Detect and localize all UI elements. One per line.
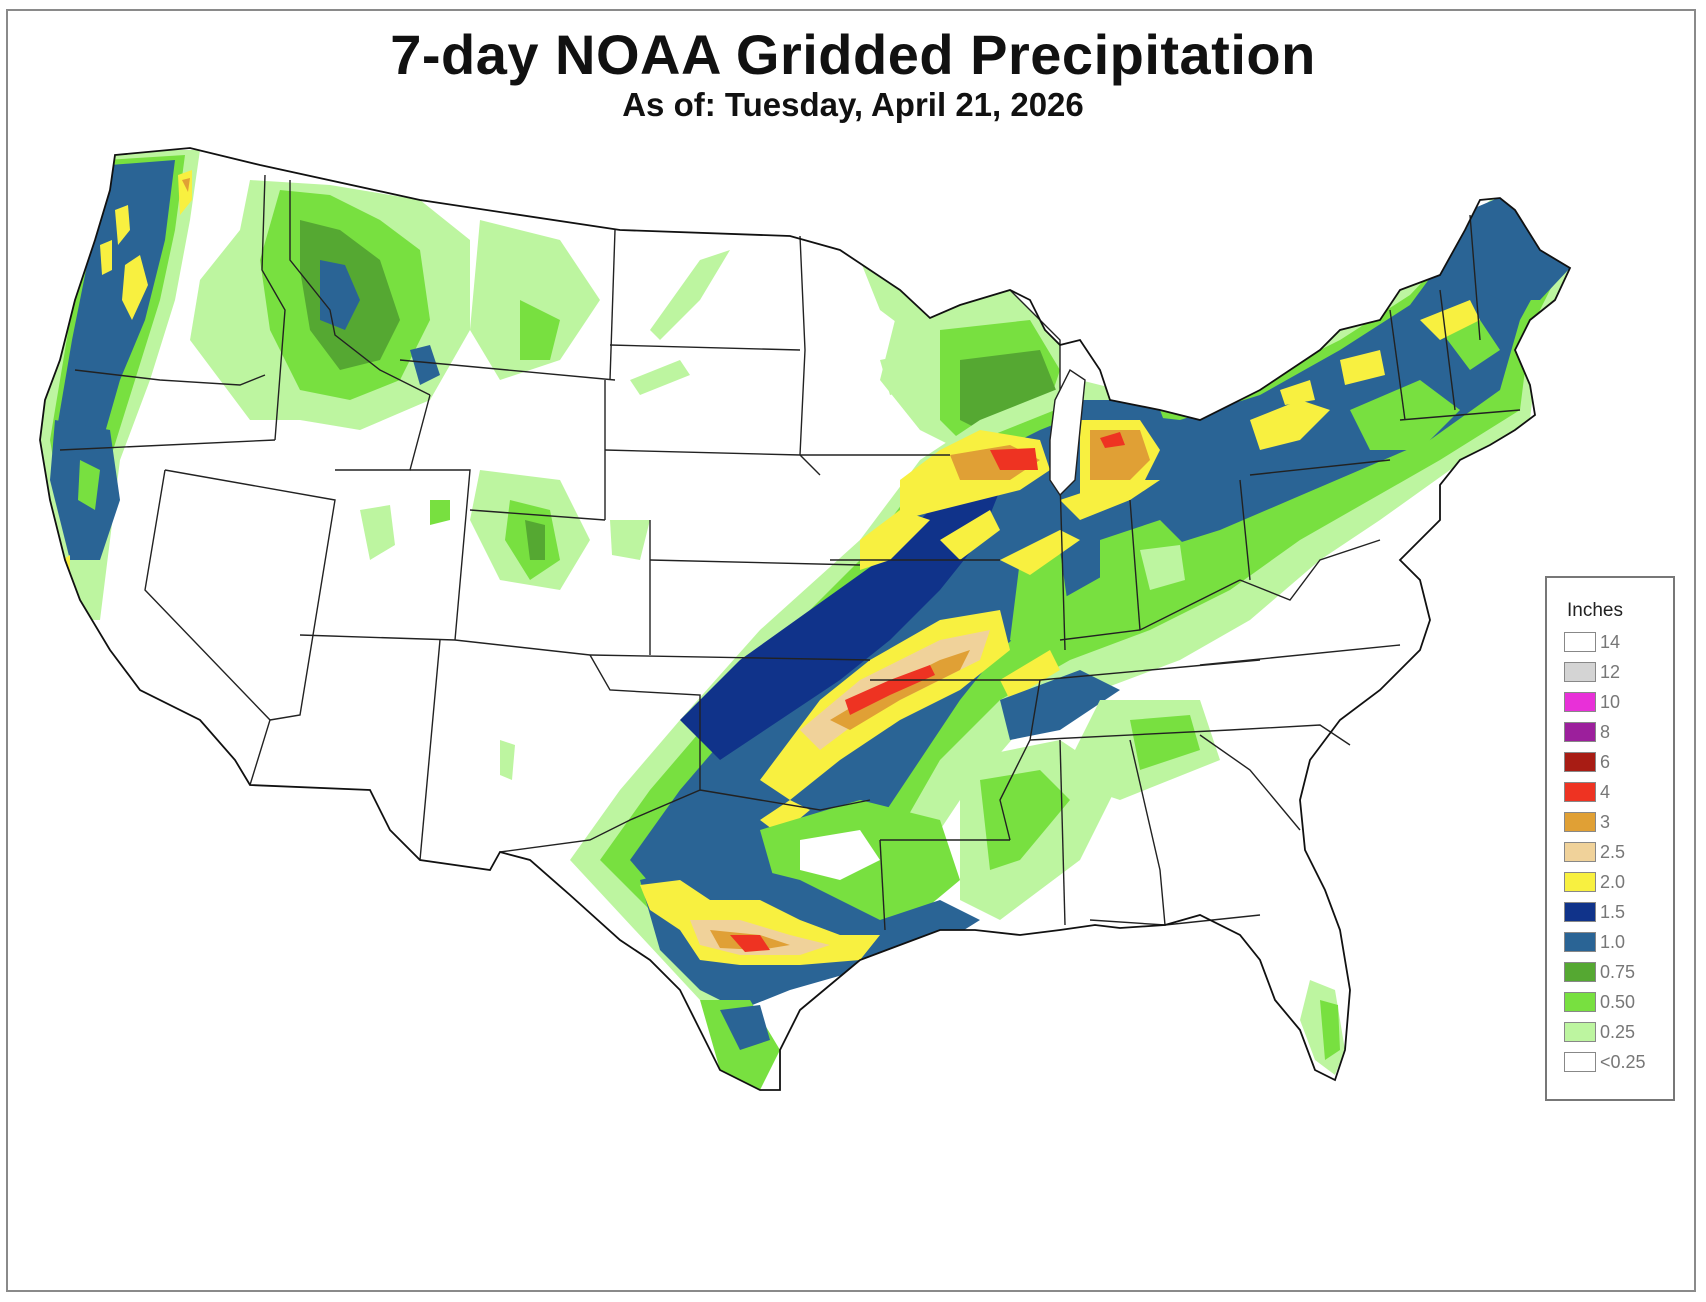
legend-swatch [1564,902,1596,922]
legend-item: <0.25 [1564,1050,1646,1074]
legend-item: 1.0 [1564,930,1625,954]
legend-swatch [1564,782,1596,802]
legend-swatch [1564,992,1596,1012]
legend-item: 12 [1564,660,1620,684]
legend-swatch [1564,722,1596,742]
legend-swatch [1564,662,1596,682]
chart-title: 7-day NOAA Gridded Precipitation [390,23,1316,86]
legend-item: 0.75 [1564,960,1635,984]
legend-swatch [1564,692,1596,712]
legend-swatch [1564,1052,1596,1072]
legend-item: 3 [1564,810,1610,834]
legend-item: 10 [1564,690,1620,714]
legend-swatch [1564,932,1596,952]
legend: Inches 14 12 10 8 6 4 3 2.5 2.0 1.5 1.0 … [1545,576,1675,1101]
legend-item: 2.5 [1564,840,1625,864]
legend-item: 6 [1564,750,1610,774]
legend-swatch [1564,872,1596,892]
legend-swatch [1564,842,1596,862]
legend-item: 2.0 [1564,870,1625,894]
legend-swatch [1564,962,1596,982]
legend-item: 1.5 [1564,900,1625,924]
lake-michigan [1049,368,1086,497]
legend-item: 0.50 [1564,990,1635,1014]
legend-swatch [1564,812,1596,832]
precipitation-layer [40,150,1570,1090]
legend-item: 8 [1564,720,1610,744]
legend-swatch [1564,632,1596,652]
legend-item: 4 [1564,780,1610,804]
us-outline [39,147,1572,1091]
legend-swatch [1564,752,1596,772]
legend-title: Inches [1567,600,1623,621]
legend-item: 14 [1564,630,1620,654]
legend-item: 0.25 [1564,1020,1635,1044]
legend-swatch [1564,1022,1596,1042]
chart-subtitle: As of: Tuesday, April 21, 2026 [622,86,1084,123]
